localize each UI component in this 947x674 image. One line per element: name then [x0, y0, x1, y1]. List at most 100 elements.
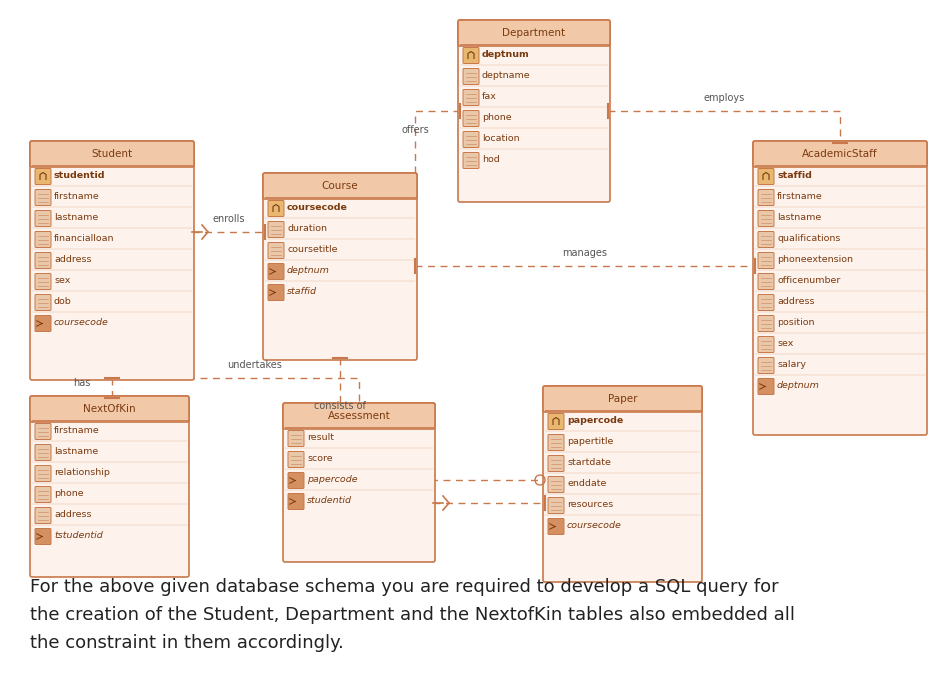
Text: staffid: staffid [777, 171, 812, 180]
FancyBboxPatch shape [758, 253, 774, 268]
Text: firstname: firstname [777, 192, 823, 201]
FancyBboxPatch shape [758, 231, 774, 247]
Text: coursecode: coursecode [567, 521, 622, 530]
FancyBboxPatch shape [35, 315, 51, 332]
Text: AcademicStaff: AcademicStaff [802, 149, 878, 159]
FancyBboxPatch shape [758, 357, 774, 373]
FancyBboxPatch shape [268, 284, 284, 301]
FancyBboxPatch shape [548, 435, 564, 450]
FancyBboxPatch shape [758, 210, 774, 226]
FancyBboxPatch shape [458, 20, 610, 46]
Text: lastname: lastname [54, 447, 98, 456]
FancyBboxPatch shape [35, 466, 51, 481]
Text: Assessment: Assessment [328, 411, 390, 421]
FancyBboxPatch shape [288, 452, 304, 468]
FancyBboxPatch shape [548, 456, 564, 472]
FancyBboxPatch shape [268, 264, 284, 280]
FancyBboxPatch shape [753, 141, 927, 435]
Text: coursetitle: coursetitle [287, 245, 337, 254]
FancyBboxPatch shape [30, 396, 189, 577]
FancyBboxPatch shape [548, 518, 564, 534]
Text: NextOfKin: NextOfKin [83, 404, 135, 414]
Text: consists of: consists of [314, 401, 366, 411]
Text: the constraint in them accordingly.: the constraint in them accordingly. [30, 634, 344, 652]
Text: studentid: studentid [54, 171, 105, 180]
FancyBboxPatch shape [543, 386, 702, 582]
Text: hod: hod [482, 155, 500, 164]
FancyBboxPatch shape [548, 497, 564, 514]
Text: salary: salary [777, 360, 806, 369]
Text: deptnum: deptnum [777, 381, 820, 390]
Text: address: address [54, 255, 92, 264]
FancyBboxPatch shape [35, 295, 51, 311]
FancyBboxPatch shape [35, 253, 51, 268]
FancyBboxPatch shape [463, 111, 479, 127]
Text: firstname: firstname [54, 192, 99, 201]
Text: studentid: studentid [307, 496, 352, 505]
Text: score: score [307, 454, 332, 463]
Text: papertitle: papertitle [567, 437, 614, 446]
FancyBboxPatch shape [463, 47, 479, 63]
FancyBboxPatch shape [288, 493, 304, 510]
Text: papercode: papercode [567, 416, 623, 425]
FancyBboxPatch shape [35, 168, 51, 185]
FancyBboxPatch shape [268, 243, 284, 259]
FancyBboxPatch shape [283, 403, 435, 562]
FancyBboxPatch shape [758, 168, 774, 185]
Text: staffid: staffid [287, 287, 317, 296]
Text: dob: dob [54, 297, 72, 306]
FancyBboxPatch shape [30, 396, 189, 422]
FancyBboxPatch shape [463, 69, 479, 84]
Text: sex: sex [54, 276, 70, 285]
Text: phone: phone [482, 113, 511, 122]
Text: has: has [73, 378, 91, 388]
Text: sex: sex [777, 339, 794, 348]
FancyBboxPatch shape [268, 222, 284, 237]
Text: firstname: firstname [54, 426, 99, 435]
Text: manages: manages [563, 248, 607, 258]
FancyBboxPatch shape [263, 173, 417, 360]
Text: Student: Student [92, 149, 133, 159]
FancyBboxPatch shape [463, 90, 479, 106]
FancyBboxPatch shape [35, 231, 51, 247]
Text: lastname: lastname [54, 213, 98, 222]
Text: lastname: lastname [777, 213, 821, 222]
FancyBboxPatch shape [35, 189, 51, 206]
Text: deptnum: deptnum [287, 266, 330, 275]
FancyBboxPatch shape [263, 173, 417, 199]
Text: phoneextension: phoneextension [777, 255, 853, 264]
Text: coursecode: coursecode [54, 318, 109, 327]
FancyBboxPatch shape [35, 508, 51, 524]
FancyBboxPatch shape [463, 152, 479, 168]
Text: address: address [54, 510, 92, 519]
Text: position: position [777, 318, 814, 327]
FancyBboxPatch shape [30, 141, 194, 380]
FancyBboxPatch shape [758, 336, 774, 353]
FancyBboxPatch shape [753, 141, 927, 167]
Text: duration: duration [287, 224, 327, 233]
Text: papercode: papercode [307, 475, 358, 484]
Text: For the above given database schema you are required to develop a SQL query for: For the above given database schema you … [30, 578, 778, 596]
FancyBboxPatch shape [758, 315, 774, 332]
Text: deptname: deptname [482, 71, 530, 80]
FancyBboxPatch shape [288, 472, 304, 489]
Text: undertakes: undertakes [227, 360, 282, 370]
Text: resources: resources [567, 500, 614, 509]
FancyBboxPatch shape [458, 20, 610, 202]
Text: tstudentid: tstudentid [54, 531, 103, 540]
Text: location: location [482, 134, 520, 143]
Text: employs: employs [704, 93, 744, 103]
FancyBboxPatch shape [548, 414, 564, 429]
FancyBboxPatch shape [35, 487, 51, 503]
FancyBboxPatch shape [543, 386, 702, 412]
Text: phone: phone [54, 489, 83, 498]
FancyBboxPatch shape [463, 131, 479, 148]
Text: Department: Department [503, 28, 565, 38]
FancyBboxPatch shape [758, 295, 774, 311]
FancyBboxPatch shape [30, 141, 194, 167]
FancyBboxPatch shape [35, 444, 51, 460]
FancyBboxPatch shape [288, 431, 304, 446]
FancyBboxPatch shape [35, 274, 51, 290]
Text: officenumber: officenumber [777, 276, 840, 285]
FancyBboxPatch shape [35, 423, 51, 439]
